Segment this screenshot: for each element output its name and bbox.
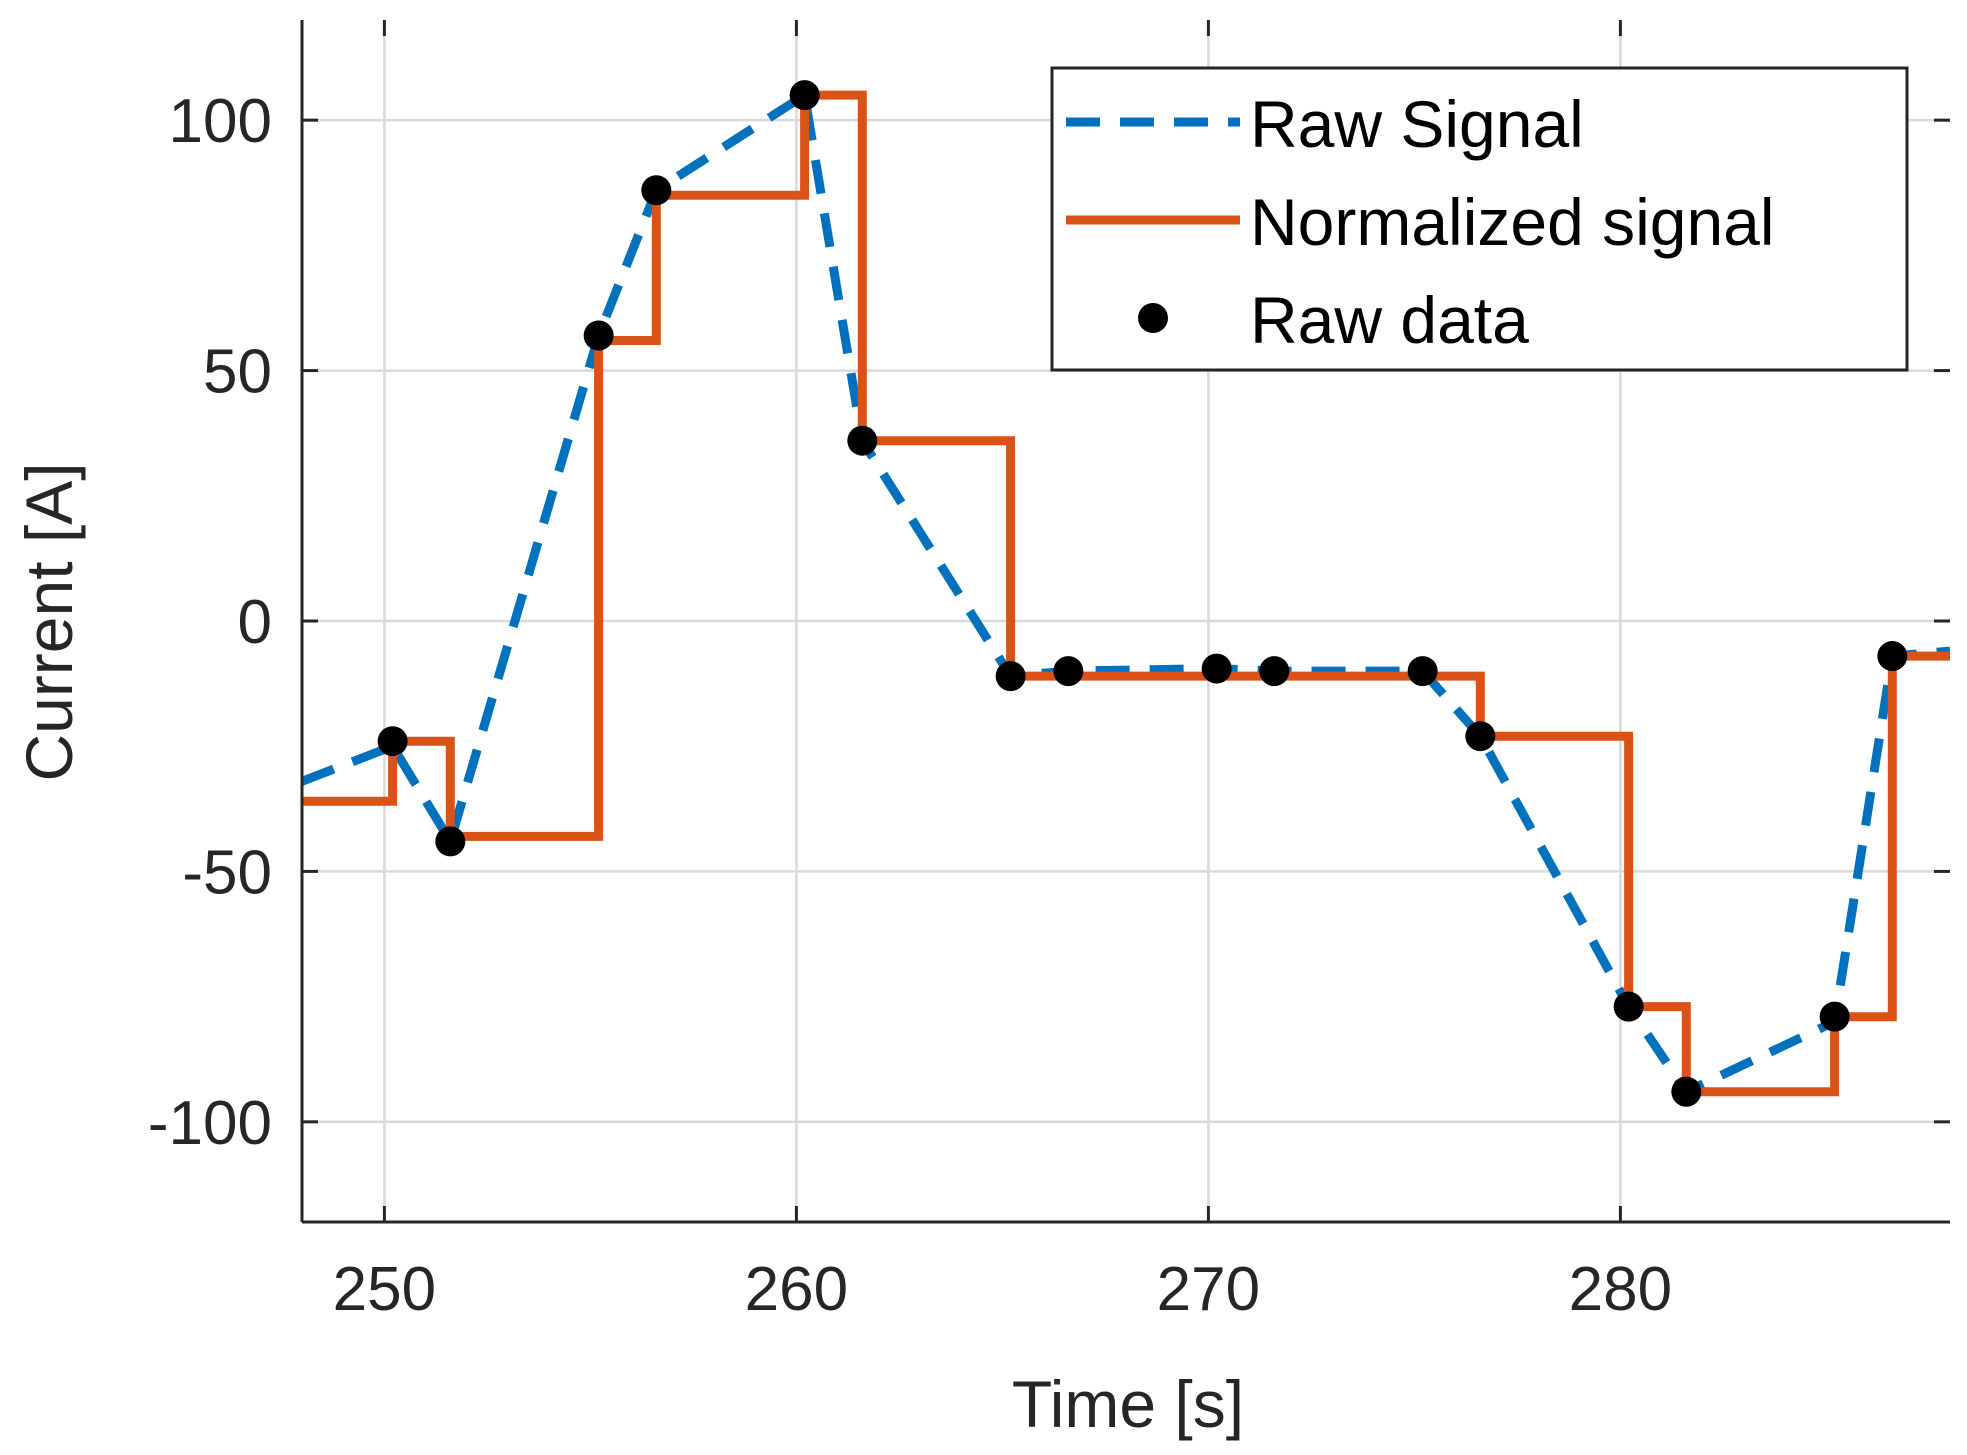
data-point-raw-data-9 xyxy=(1259,656,1290,687)
y-tick-label-2: 0 xyxy=(238,588,272,657)
data-point-raw-data-13 xyxy=(1671,1076,1702,1107)
data-point-raw-data-15 xyxy=(1877,641,1908,672)
data-point-raw-data-11 xyxy=(1465,721,1496,752)
data-point-raw-data-4 xyxy=(789,80,820,111)
data-point-raw-data-0 xyxy=(377,726,408,757)
x-tick-label-3: 280 xyxy=(1569,1255,1672,1324)
legend-label-raw-signal: Raw Signal xyxy=(1250,87,1584,161)
legend-marker-raw-data xyxy=(1138,303,1168,333)
data-point-raw-data-2 xyxy=(583,320,614,351)
data-point-raw-data-6 xyxy=(995,661,1026,692)
data-point-raw-data-3 xyxy=(641,175,672,206)
tick-labels: 250 260 270 280 100 50 0 -50 -100 xyxy=(148,87,1672,1324)
y-tick-label-1: 50 xyxy=(203,338,272,407)
y-tick-label-3: -50 xyxy=(182,838,272,907)
data-point-raw-data-8 xyxy=(1201,653,1232,684)
x-tick-label-0: 250 xyxy=(333,1255,436,1324)
legend: Raw Signal Normalized signal Raw data xyxy=(1050,66,1909,372)
x-axis-title: Time [s] xyxy=(1012,1367,1244,1441)
series-line-normalized-signal xyxy=(302,90,1950,1097)
x-tick-label-2: 270 xyxy=(1157,1255,1260,1324)
data-point-raw-data-1 xyxy=(435,826,466,857)
data-point-raw-data-12 xyxy=(1613,991,1644,1022)
data-point-raw-data-14 xyxy=(1819,1001,1850,1032)
y-tick-label-0: 100 xyxy=(169,87,272,156)
x-tick-label-1: 260 xyxy=(745,1255,848,1324)
y-axis-title: Current [A] xyxy=(12,462,86,781)
axes xyxy=(300,20,1950,1224)
data-point-raw-data-10 xyxy=(1407,656,1438,687)
data-point-raw-data-5 xyxy=(847,425,878,456)
legend-label-normalized-signal: Normalized signal xyxy=(1250,185,1775,259)
legend-label-raw-data: Raw data xyxy=(1250,283,1529,357)
series-layer xyxy=(302,80,1950,1107)
data-point-raw-data-7 xyxy=(1053,656,1084,687)
y-tick-label-4: -100 xyxy=(148,1089,272,1158)
